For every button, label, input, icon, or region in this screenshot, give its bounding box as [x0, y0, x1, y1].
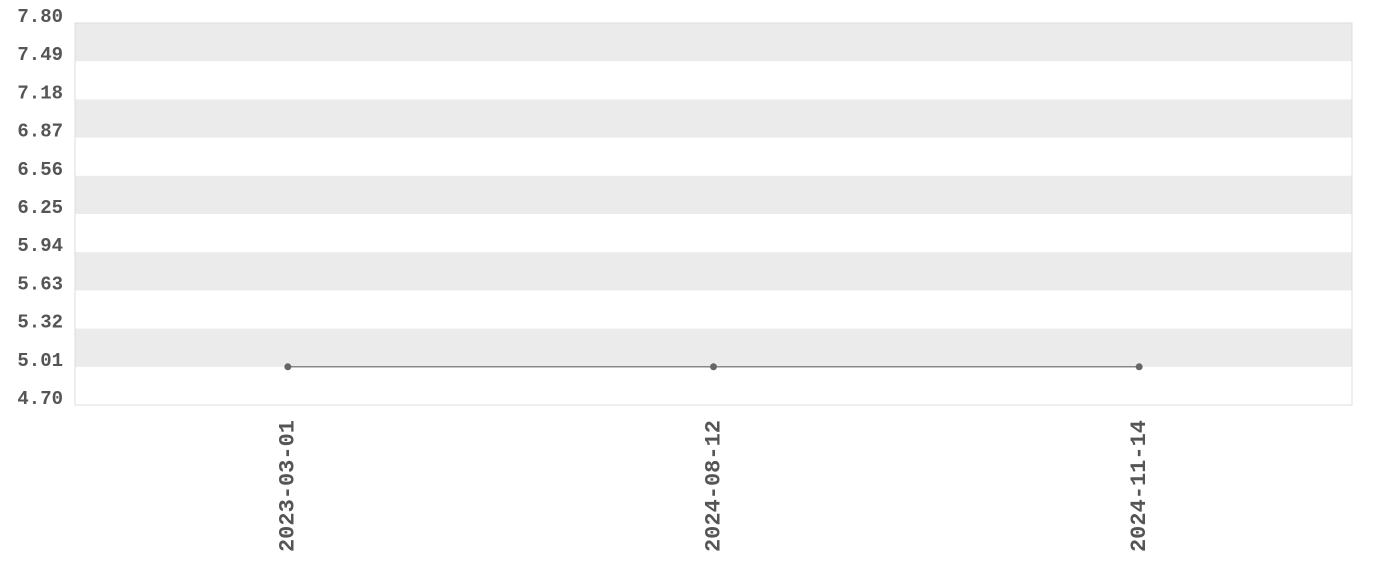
- point: [710, 363, 717, 371]
- y-tick-label: 7.80: [17, 6, 63, 28]
- plot-border: [74, 22, 1353, 406]
- grid-band: [75, 23, 1352, 62]
- y-tick-label: 7.49: [17, 44, 63, 66]
- y-tick-label: 5.32: [17, 312, 63, 334]
- grid-band: [75, 175, 1352, 214]
- x-tick-label: 2024-08-12: [701, 420, 726, 552]
- grid-band: [75, 252, 1352, 291]
- y-tick-label: 5.01: [17, 350, 63, 372]
- x-tick-label: 2024-11-14: [1127, 420, 1152, 552]
- y-tick-label: 4.70: [17, 388, 63, 410]
- y-tick-label: 6.25: [17, 197, 63, 219]
- grid-band: [75, 328, 1352, 367]
- y-tick-label: 5.94: [17, 235, 63, 257]
- y-tick-label: 5.63: [17, 273, 63, 295]
- grid-band: [75, 99, 1352, 138]
- point: [1135, 363, 1143, 371]
- point: [284, 363, 292, 371]
- y-tick-label: 7.18: [17, 82, 63, 104]
- y-tick-label: 6.87: [17, 121, 63, 143]
- y-tick-label: 6.56: [17, 159, 63, 181]
- x-tick-label: 2023-03-01: [276, 420, 301, 552]
